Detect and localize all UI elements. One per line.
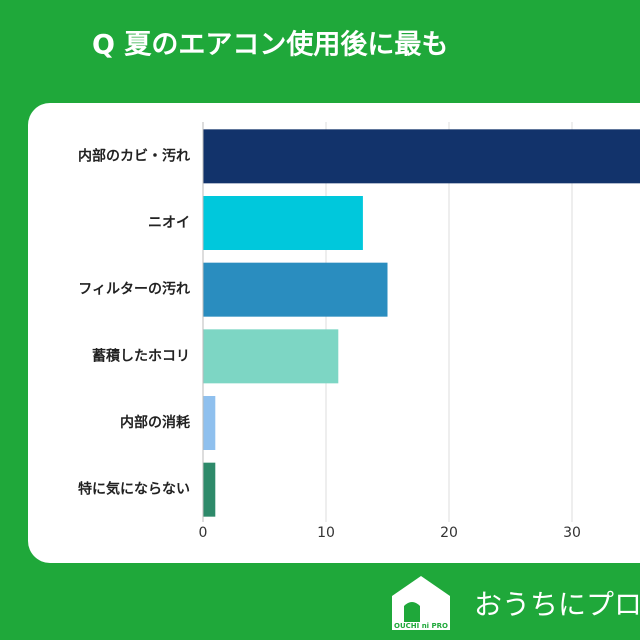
y-tick-label: 蓄積したホコリ — [92, 347, 190, 364]
bar — [203, 396, 216, 450]
y-tick-label: フィルターの汚れ — [78, 281, 190, 298]
y-tick-label: 内部の消耗 — [120, 414, 190, 431]
y-tick-label: 特に気にならない — [78, 481, 190, 498]
logo-door — [404, 602, 420, 622]
brand-name: おうちにプロ — [474, 588, 640, 621]
x-tick-label: 0 — [199, 525, 208, 541]
y-tick-label: 内部のカビ・汚れ — [78, 147, 190, 164]
bar — [203, 329, 339, 384]
chart-title: Q 夏のエアコン使用後に最も — [92, 30, 448, 61]
logo-text: OUCHI ni PRO — [394, 622, 448, 630]
bar — [203, 129, 640, 184]
bar — [203, 196, 363, 250]
bar — [203, 462, 216, 517]
x-tick-label: 20 — [440, 525, 458, 541]
x-tick-label: 30 — [563, 525, 581, 541]
bar — [203, 262, 388, 317]
y-tick-label: ニオイ — [148, 215, 190, 231]
x-tick-label: 10 — [317, 525, 335, 541]
logo: OUCHI ni PRO — [392, 576, 450, 630]
